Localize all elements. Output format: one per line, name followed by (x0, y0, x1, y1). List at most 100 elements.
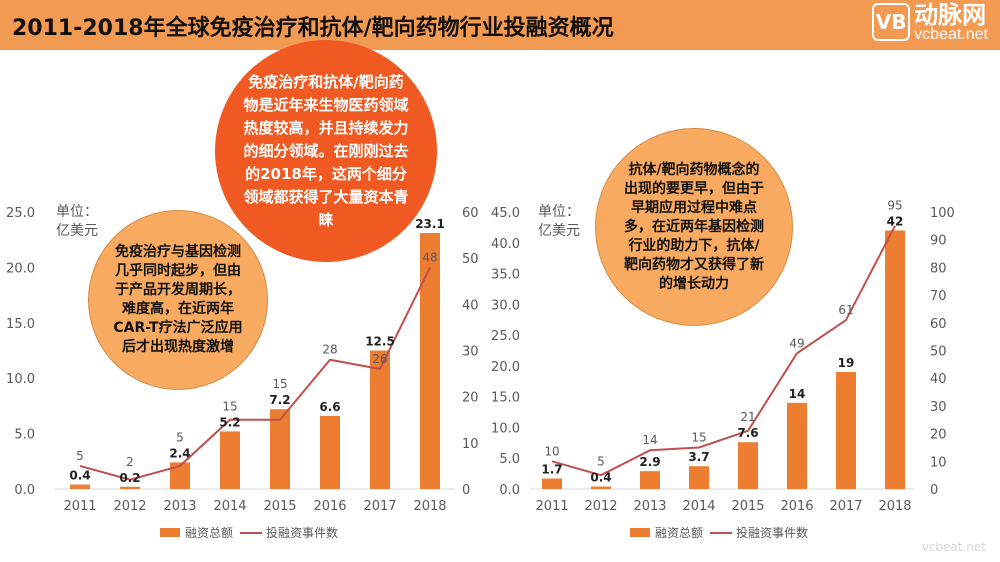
y2-tick-label: 10 (930, 455, 947, 470)
x-tick-label: 2013 (633, 499, 666, 514)
y-tick-label: 15.0 (6, 317, 35, 332)
y-tick-label: 45.0 (491, 206, 520, 221)
bar-data-label: 1.7 (541, 463, 562, 477)
y2-tick-label: 20 (462, 391, 479, 406)
y2-tick-label: 50 (930, 345, 947, 360)
y2-tick-label: 40 (930, 372, 947, 387)
logo-mark: VB (872, 3, 911, 41)
line-data-label: 5 (597, 455, 605, 469)
y2-tick-label: 30 (462, 345, 479, 360)
legend-line-label: 投融资事件数 (736, 525, 808, 540)
y-tick-label: 25.0 (491, 329, 520, 344)
y-tick-label: 20.0 (6, 261, 35, 276)
line-data-label: 15 (691, 430, 706, 444)
bar-data-label: 19 (838, 356, 855, 370)
x-tick-label: 2017 (829, 499, 862, 514)
bar (542, 478, 562, 489)
x-tick-label: 2016 (780, 499, 813, 514)
line-data-label: 14 (642, 433, 657, 447)
y2-tick-label: 40 (462, 298, 479, 313)
bar-data-label: 3.7 (688, 450, 709, 464)
y-tick-label: 20.0 (491, 360, 520, 375)
x-tick-label: 2011 (63, 499, 96, 514)
bar (270, 409, 290, 489)
bar-data-label: 7.6 (737, 426, 758, 440)
logo: VB 动脉网 vcbeat.net (872, 3, 988, 43)
bubble-center-text: 免疫治疗和抗体/靶向药物是近年来生物医药领域热度较高，并且持续发力的细分领域。在… (243, 72, 409, 229)
x-tick-label: 2016 (313, 499, 346, 514)
unit-label-left: 单位：亿美元 (56, 204, 98, 239)
x-tick-label: 2014 (213, 499, 246, 514)
bar (170, 462, 190, 489)
x-tick-label: 2018 (878, 499, 911, 514)
line-data-label: 15 (222, 399, 237, 413)
bar (220, 431, 240, 489)
line-data-label: 48 (422, 250, 437, 264)
y-tick-label: 30.0 (491, 298, 520, 313)
legend-line-label: 投融资事件数 (266, 525, 338, 540)
y-tick-label: 25.0 (6, 206, 35, 221)
y-tick-label: 0.0 (14, 483, 35, 498)
line-data-label: 61 (838, 303, 853, 317)
logo-cn: 动脉网 (914, 1, 987, 29)
bar (591, 486, 611, 489)
bar-data-label: 2.4 (169, 446, 190, 460)
x-tick-label: 2011 (535, 499, 568, 514)
bubble-right-text: 抗体/靶向药物概念的出现的要更早，但由于早期应用过程中难点多，在近两年基因检测行… (624, 161, 764, 292)
bar-data-label: 2.9 (639, 455, 660, 469)
line-data-label: 5 (176, 430, 184, 444)
x-tick-label: 2012 (113, 499, 146, 514)
line-data-label: 5 (76, 449, 84, 463)
bar-data-label: 0.4 (69, 469, 90, 483)
watermark-text: vcbeat.net (921, 540, 986, 554)
legend-bar-swatch (160, 528, 180, 537)
bubble-left: 免疫治疗与基因检测几乎同时起步，但由于产品开发周期长，难度高，在近两年CAR-T… (88, 210, 268, 390)
line-data-label: 10 (544, 444, 559, 458)
legend-bar-label: 融资总额 (185, 526, 233, 540)
bar (689, 466, 709, 489)
bar-data-label: 7.2 (269, 393, 290, 407)
bar (885, 230, 905, 489)
bubble-center: 免疫治疗和抗体/靶向药物是近年来生物医药领域热度较高，并且持续发力的细分领域。在… (215, 40, 437, 262)
y-tick-label: 15.0 (491, 391, 520, 406)
line-data-label: 26 (372, 352, 387, 366)
bar (836, 372, 856, 489)
x-tick-label: 2015 (263, 499, 296, 514)
line-data-label: 2 (126, 455, 134, 469)
y2-tick-label: 100 (930, 206, 955, 221)
bar (420, 233, 440, 489)
y-tick-label: 10.0 (6, 372, 35, 387)
bar (787, 402, 807, 489)
bubble-right: 抗体/靶向药物概念的出现的要更早，但由于早期应用过程中难点多，在近两年基因检测行… (595, 128, 793, 326)
y2-tick-label: 50 (462, 252, 479, 267)
watermark: vcbeat.net (922, 540, 986, 554)
logo-en: vcbeat.net (914, 26, 988, 43)
bar (120, 486, 140, 489)
unit-label-right: 单位：亿美元 (538, 204, 580, 239)
bar-data-label: 0.4 (590, 471, 611, 485)
bar-data-label: 6.6 (319, 400, 340, 414)
line-data-label: 49 (789, 336, 804, 350)
x-tick-label: 2015 (731, 499, 764, 514)
y-tick-label: 5.0 (499, 452, 520, 467)
y2-tick-label: 30 (930, 400, 947, 415)
bar-data-label: 42 (887, 214, 904, 228)
line-data-label: 28 (322, 343, 337, 357)
x-tick-label: 2013 (163, 499, 196, 514)
bar (640, 471, 660, 489)
legend-bar-swatch (630, 528, 650, 537)
y2-tick-label: 10 (462, 437, 479, 452)
bar-data-label: 5.2 (219, 415, 240, 429)
y2-tick-label: 60 (462, 206, 479, 221)
y-tick-label: 35.0 (491, 268, 520, 283)
line-data-label: 15 (272, 377, 287, 391)
y2-tick-label: 90 (930, 234, 947, 249)
bar-data-label: 0.2 (119, 471, 140, 485)
line-data-label: 95 (887, 198, 902, 212)
bar-data-label: 23.1 (415, 217, 445, 231)
y2-tick-label: 80 (930, 261, 947, 276)
y2-tick-label: 20 (930, 428, 947, 443)
line-series (79, 266, 431, 481)
x-tick-label: 2014 (682, 499, 715, 514)
